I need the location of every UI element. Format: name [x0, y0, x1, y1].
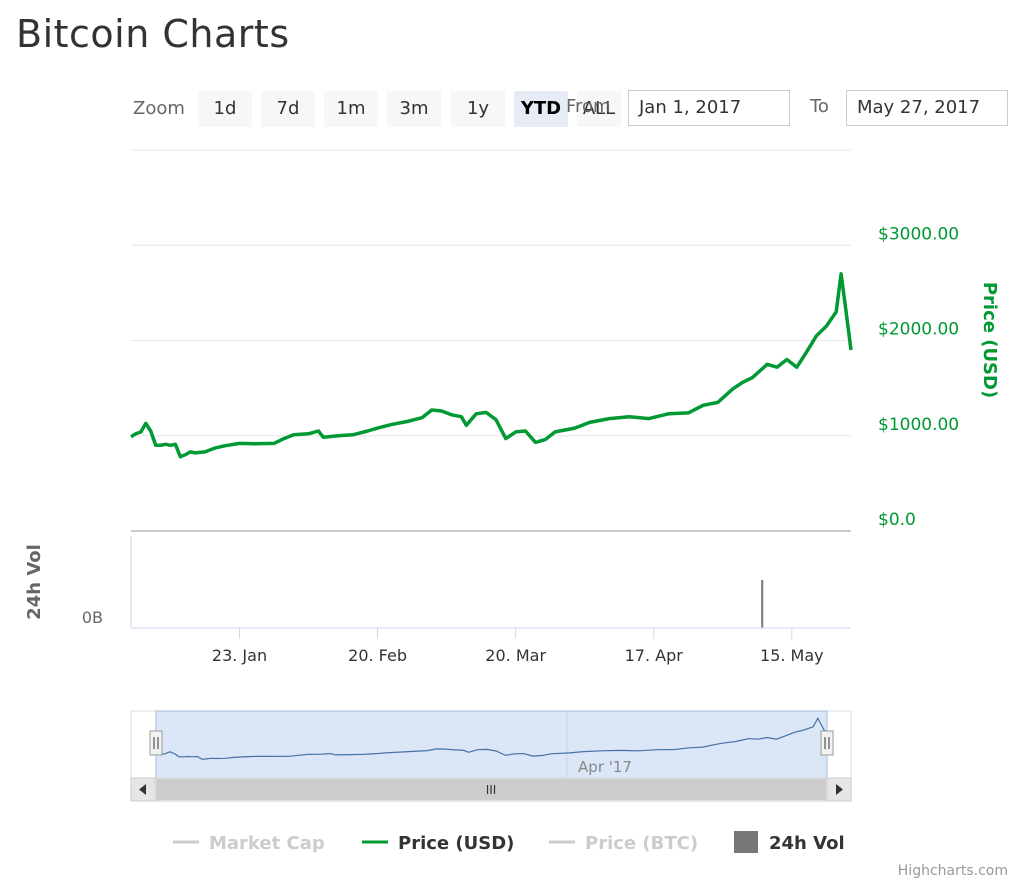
zoom-button-all[interactable]: ALL — [577, 91, 621, 127]
zoom-button-1y[interactable]: 1y — [451, 91, 505, 127]
from-date-input[interactable]: Jan 1, 2017 — [628, 90, 790, 126]
zoom-label: Zoom — [133, 98, 185, 119]
legend-item-24h-vol[interactable]: 24h Vol — [734, 831, 845, 854]
scrollbar[interactable]: III — [130, 777, 852, 802]
price-y-axis-labels: $0.0 $1000.00 $2000.00 $3000.00 — [878, 224, 959, 530]
credits-link[interactable]: Highcharts.com — [897, 863, 1008, 879]
x-axis-ticks: 23. Jan 20. Feb 20. Mar 17. Apr 15. May — [212, 628, 824, 665]
navigator-tick-label: Apr '17 — [578, 758, 632, 776]
scrollbar-thumb[interactable] — [156, 779, 826, 800]
price-axis-title: Price (USD) — [979, 282, 1000, 398]
volume-pane: 24h Vol 0B — [24, 530, 851, 628]
zoom-button-ytd[interactable]: YTD — [514, 91, 568, 127]
x-tick-label: 15. May — [760, 646, 824, 665]
navigator-selection[interactable] — [155, 710, 828, 779]
from-label: From — [566, 96, 611, 117]
legend-item-price-usd[interactable]: Price (USD) — [362, 833, 514, 854]
price-pane: $0.0 $1000.00 $2000.00 $3000.00 Price (USD) — [130, 149, 1000, 532]
price-gridlines — [131, 149, 851, 532]
volume-y-label-0b: 0B — [82, 608, 103, 627]
price-y-label: $1000.00 — [878, 415, 959, 435]
price-usd-line[interactable] — [130, 272, 853, 459]
price-y-label: $2000.00 — [878, 320, 959, 340]
page-title: Bitcoin Charts — [16, 12, 290, 56]
to-date-input[interactable]: May 27, 2017 — [846, 90, 1008, 126]
zoom-button-1d[interactable]: 1d — [198, 91, 252, 127]
navigator[interactable]: Apr '17 — [130, 710, 852, 779]
legend-label-market-cap: Market Cap — [209, 833, 325, 854]
x-tick-label: 17. Apr — [625, 646, 684, 665]
zoom-button-7d[interactable]: 7d — [261, 91, 315, 127]
scroll-right-arrow-icon — [836, 784, 843, 795]
zoom-button-1m[interactable]: 1m — [324, 91, 378, 127]
scroll-left-arrow-icon — [139, 784, 146, 795]
legend-label-24h-vol: 24h Vol — [769, 833, 845, 854]
navigator-price-line — [155, 717, 828, 760]
to-label: To — [810, 96, 829, 117]
navigator-handle-right[interactable] — [820, 730, 834, 756]
legend-label-price-btc: Price (BTC) — [585, 833, 698, 854]
x-axis: 23. Jan 20. Feb 20. Mar 17. Apr 15. May — [131, 627, 851, 665]
navigator-handle-left[interactable] — [149, 730, 163, 756]
price-y-label: $0.0 — [878, 510, 916, 530]
x-tick-label: 20. Feb — [348, 646, 407, 665]
scrollbar-grip-icon: III — [486, 783, 497, 797]
zoom-button-3m[interactable]: 3m — [387, 91, 441, 127]
price-y-label: $3000.00 — [878, 224, 959, 244]
legend-swatch-24h-vol — [734, 831, 758, 853]
legend-item-market-cap[interactable]: Market Cap — [173, 833, 325, 854]
legend-item-price-btc[interactable]: Price (BTC) — [549, 833, 698, 854]
legend: Market Cap Price (USD) Price (BTC) 24h V… — [173, 831, 845, 854]
legend-label-price-usd: Price (USD) — [398, 833, 514, 854]
volume-axis-title: 24h Vol — [24, 544, 45, 620]
x-tick-label: 20. Mar — [485, 646, 546, 665]
x-tick-label: 23. Jan — [212, 646, 267, 665]
